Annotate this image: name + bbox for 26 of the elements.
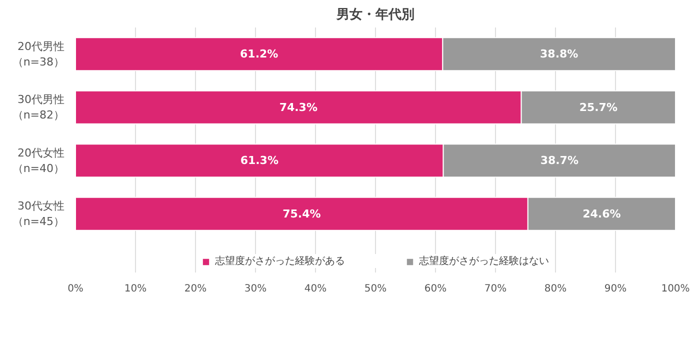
x-tick-label: 10% xyxy=(124,284,147,294)
chart-title: 男女・年代別 xyxy=(336,8,414,22)
y-tick-label: 30代男性（n=82） xyxy=(12,93,65,122)
x-tick-label: 80% xyxy=(544,284,567,294)
text: 61.3% xyxy=(240,154,278,168)
legend-label: 志望度がさがった経験がある xyxy=(215,254,345,268)
text: 61.2% xyxy=(240,48,278,61)
x-tick-label: 60% xyxy=(424,284,447,294)
y-tick-label: 20代女性（n=40） xyxy=(12,146,65,175)
y-tick-label: 30代女性（n=45） xyxy=(12,200,65,228)
text: 38.8% xyxy=(540,48,578,61)
x-tick-label: 100% xyxy=(661,284,690,294)
x-tick-label: 20% xyxy=(184,284,207,294)
text: 74.3% xyxy=(279,100,318,114)
y-tick-label: 20代男性（n=38） xyxy=(12,40,65,68)
text: 75.4% xyxy=(282,207,321,220)
text: 25.7% xyxy=(579,100,618,114)
x-tick-label: 50% xyxy=(364,284,387,294)
x-tick-label: 90% xyxy=(604,284,627,294)
legend-label: 志望度がさがった経験はない xyxy=(419,254,549,268)
x-tick-label: 0% xyxy=(68,284,84,294)
x-tick-label: 70% xyxy=(484,284,507,294)
x-tick-label: 30% xyxy=(244,284,267,294)
text: 38.7% xyxy=(540,154,578,168)
x-tick-label: 40% xyxy=(304,284,327,294)
text: 24.6% xyxy=(582,207,621,220)
